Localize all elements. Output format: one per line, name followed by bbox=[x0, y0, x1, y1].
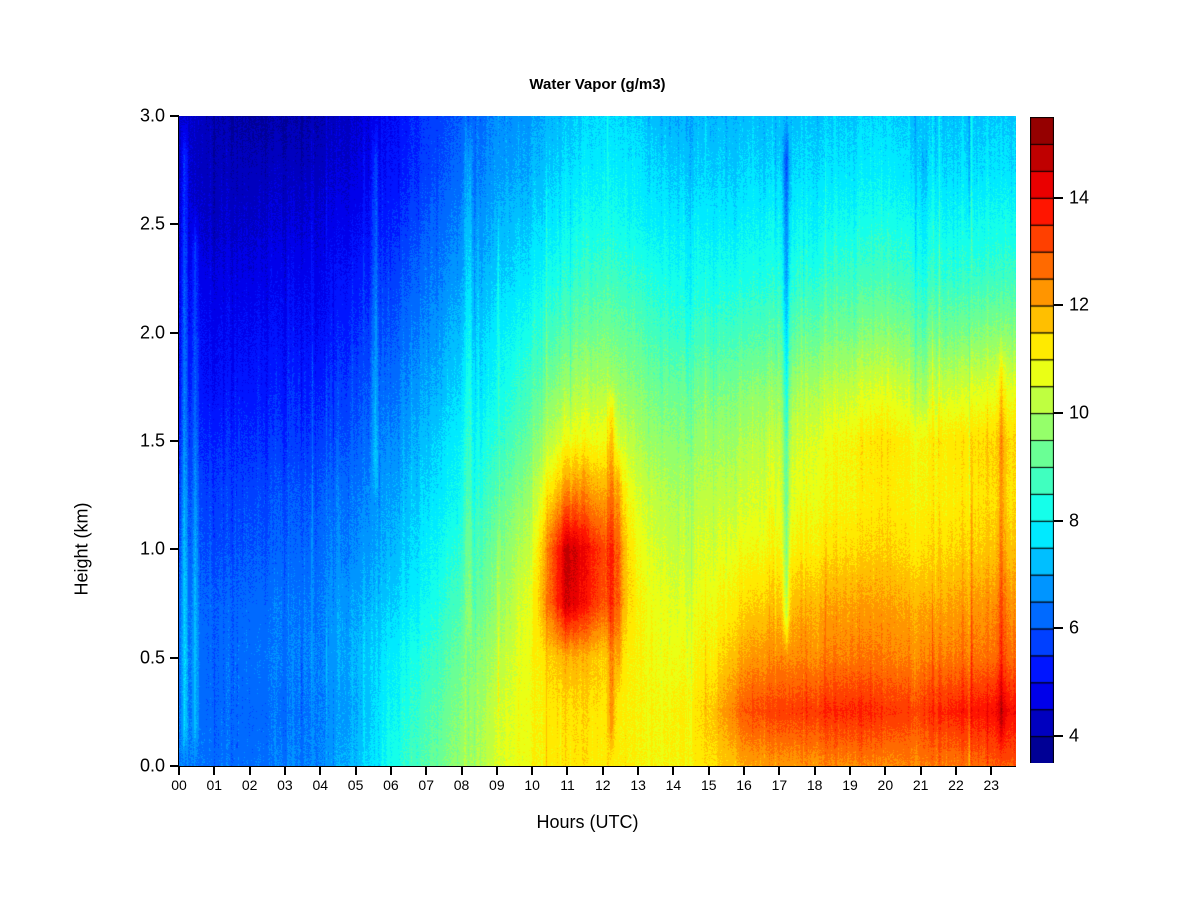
y-tick-mark bbox=[170, 331, 179, 334]
heatmap-canvas bbox=[179, 116, 1016, 766]
colorbar-tick-mark bbox=[1054, 735, 1063, 738]
x-tick-mark bbox=[637, 766, 640, 775]
y-tick-label: 1.0 bbox=[139, 538, 165, 559]
x-tick-mark bbox=[460, 766, 463, 775]
x-axis-title: Hours (UTC) bbox=[536, 812, 639, 832]
y-tick-label: 1.5 bbox=[139, 430, 165, 451]
y-tick-mark bbox=[170, 223, 179, 226]
colorbar-tick-mark bbox=[1054, 196, 1063, 199]
x-tick-mark bbox=[531, 766, 534, 775]
y-tick-label: 0.5 bbox=[139, 647, 165, 668]
x-tick-mark bbox=[919, 766, 922, 775]
x-tick-label: 08 bbox=[453, 777, 470, 793]
x-tick-label: 11 bbox=[560, 777, 575, 793]
x-tick-mark bbox=[672, 766, 675, 775]
x-axis-line bbox=[178, 766, 1016, 767]
x-tick-label: 05 bbox=[347, 777, 364, 793]
x-tick-mark bbox=[707, 766, 710, 775]
x-tick-label: 19 bbox=[842, 777, 858, 793]
y-tick-label: 2.5 bbox=[139, 213, 165, 234]
colorbar-tick-label: 10 bbox=[1069, 402, 1090, 423]
y-tick-mark bbox=[170, 115, 179, 117]
y-tick-label: 3.0 bbox=[139, 105, 165, 126]
x-tick-label: 06 bbox=[383, 777, 399, 793]
x-tick-mark bbox=[283, 766, 286, 775]
x-tick-mark bbox=[849, 766, 851, 775]
x-tick-label: 09 bbox=[489, 777, 505, 793]
x-tick-mark bbox=[566, 766, 569, 775]
x-tick-mark bbox=[248, 766, 251, 775]
y-tick-label: 2.0 bbox=[139, 322, 165, 343]
x-tick-mark bbox=[178, 766, 180, 775]
colorbar-tick-mark bbox=[1054, 627, 1063, 630]
colorbar-tick-label: 6 bbox=[1069, 617, 1080, 638]
x-tick-mark bbox=[884, 766, 887, 775]
x-tick-label: 16 bbox=[736, 777, 752, 793]
colorbar-tick-mark bbox=[1054, 519, 1063, 522]
x-tick-mark bbox=[354, 766, 357, 775]
x-tick-mark bbox=[425, 766, 428, 775]
x-tick-mark bbox=[319, 766, 322, 775]
x-tick-mark bbox=[601, 766, 604, 775]
x-tick-mark bbox=[813, 766, 816, 775]
colorbar-tick-label: 12 bbox=[1069, 294, 1090, 315]
x-tick-label: 20 bbox=[877, 777, 894, 793]
x-tick-mark bbox=[743, 766, 746, 775]
x-tick-mark bbox=[990, 766, 993, 775]
x-tick-mark bbox=[389, 766, 392, 775]
x-tick-label: 14 bbox=[665, 777, 682, 793]
x-tick-label: 15 bbox=[700, 777, 717, 793]
y-axis-title-text: Height (km) bbox=[71, 502, 92, 596]
x-tick-label: 23 bbox=[983, 777, 1000, 793]
colorbar-tick-mark bbox=[1054, 304, 1063, 307]
x-tick-label: 12 bbox=[595, 777, 611, 793]
colorbar-tick-label: 14 bbox=[1069, 187, 1090, 208]
x-tick-label: 18 bbox=[806, 777, 823, 793]
y-tick-mark bbox=[170, 548, 179, 551]
x-tick-label: 07 bbox=[418, 777, 434, 793]
colorbar-tick-label: 8 bbox=[1069, 510, 1080, 531]
x-tick-mark bbox=[954, 766, 957, 775]
colorbar-tick-mark bbox=[1054, 412, 1063, 415]
x-tick-mark bbox=[778, 766, 781, 775]
x-tick-label: 13 bbox=[630, 777, 646, 793]
x-tick-label: 17 bbox=[771, 777, 788, 793]
x-tick-label: 22 bbox=[948, 777, 964, 793]
x-tick-label: 02 bbox=[241, 777, 258, 793]
colorbar-tick-label: 4 bbox=[1069, 725, 1080, 746]
x-tick-label: 21 bbox=[912, 777, 929, 793]
x-tick-label: 10 bbox=[524, 777, 540, 793]
x-tick-label: 04 bbox=[312, 777, 329, 793]
x-tick-label: 01 bbox=[206, 777, 223, 793]
x-tick-mark bbox=[495, 766, 498, 775]
x-tick-label: 00 bbox=[171, 777, 187, 793]
colorbar-canvas bbox=[1030, 117, 1054, 763]
x-tick-mark bbox=[213, 766, 216, 775]
plot-title: Water Vapor (g/m3) bbox=[529, 76, 666, 93]
y-tick-mark bbox=[170, 765, 179, 767]
y-tick-mark bbox=[170, 656, 179, 659]
y-tick-mark bbox=[170, 440, 179, 442]
x-tick-label: 03 bbox=[277, 777, 293, 793]
y-tick-label: 0.0 bbox=[139, 755, 165, 776]
